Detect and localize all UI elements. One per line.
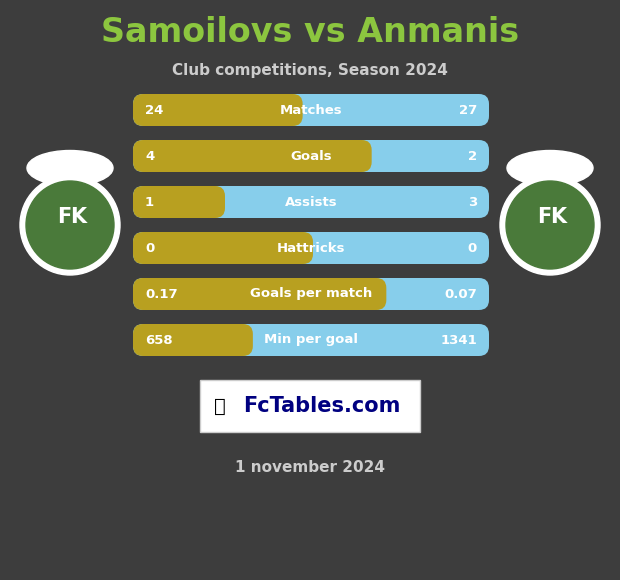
Ellipse shape [507, 150, 593, 186]
Text: F: F [537, 207, 551, 227]
Text: Club competitions, Season 2024: Club competitions, Season 2024 [172, 63, 448, 78]
Circle shape [26, 181, 114, 269]
Text: 4: 4 [145, 150, 154, 162]
Text: Min per goal: Min per goal [264, 334, 358, 346]
Text: K: K [70, 207, 86, 227]
Text: 1341: 1341 [440, 334, 477, 346]
Text: Goals per match: Goals per match [250, 288, 372, 300]
FancyBboxPatch shape [133, 278, 489, 310]
Text: 1: 1 [145, 195, 154, 208]
FancyBboxPatch shape [133, 324, 253, 356]
FancyBboxPatch shape [133, 94, 489, 126]
Text: Matches: Matches [280, 103, 342, 117]
Text: Hattricks: Hattricks [277, 241, 345, 255]
Text: 0: 0 [467, 241, 477, 255]
Circle shape [506, 181, 594, 269]
FancyBboxPatch shape [133, 140, 371, 172]
Text: 0.17: 0.17 [145, 288, 177, 300]
FancyBboxPatch shape [200, 380, 420, 432]
Text: 1 november 2024: 1 november 2024 [235, 461, 385, 476]
Text: 24: 24 [145, 103, 164, 117]
Circle shape [500, 175, 600, 275]
Text: 658: 658 [145, 334, 172, 346]
Text: K: K [550, 207, 566, 227]
Text: FcTables.com: FcTables.com [243, 396, 401, 416]
FancyBboxPatch shape [133, 278, 386, 310]
Text: 📊: 📊 [214, 397, 226, 415]
FancyBboxPatch shape [133, 232, 313, 264]
FancyBboxPatch shape [133, 324, 489, 356]
Text: 3: 3 [467, 195, 477, 208]
Text: Goals: Goals [290, 150, 332, 162]
Text: Samoilovs vs Anmanis: Samoilovs vs Anmanis [101, 16, 519, 49]
Text: 0.07: 0.07 [445, 288, 477, 300]
FancyBboxPatch shape [133, 186, 489, 218]
FancyBboxPatch shape [133, 186, 225, 218]
FancyBboxPatch shape [133, 140, 489, 172]
Text: F: F [57, 207, 71, 227]
Text: Assists: Assists [285, 195, 337, 208]
FancyBboxPatch shape [133, 232, 489, 264]
Ellipse shape [27, 150, 113, 186]
Circle shape [20, 175, 120, 275]
FancyBboxPatch shape [133, 94, 303, 126]
Text: 0: 0 [145, 241, 154, 255]
Text: 2: 2 [468, 150, 477, 162]
Text: 27: 27 [459, 103, 477, 117]
